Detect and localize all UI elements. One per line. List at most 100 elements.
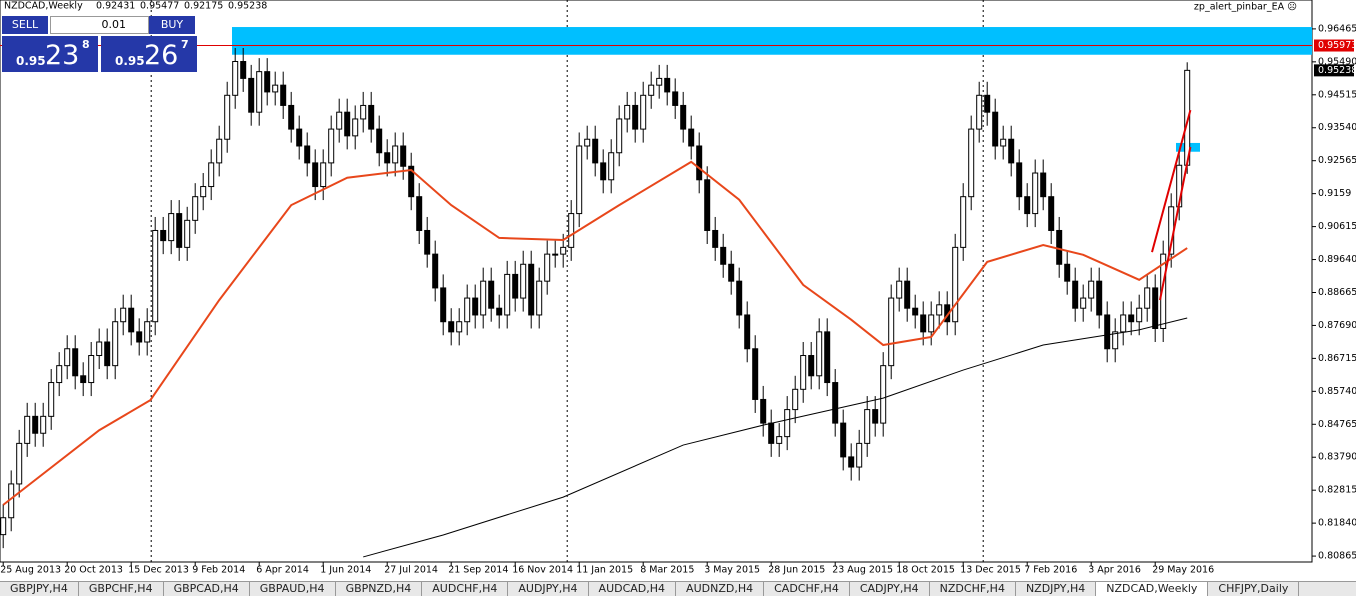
candle-body	[280, 84, 287, 106]
candle-body	[264, 71, 271, 93]
candle-body	[208, 162, 215, 188]
chart-tab[interactable]: CHFJPY,Daily	[1208, 582, 1300, 596]
candle-body	[64, 348, 71, 367]
chart-tab[interactable]: AUDNZD,H4	[676, 582, 765, 596]
candle-body	[392, 145, 399, 164]
chart-tab[interactable]: AUDCHF,H4	[422, 582, 509, 596]
candle-body	[120, 307, 127, 323]
candle-body	[920, 314, 927, 333]
candle-body	[632, 104, 639, 130]
x-tick-label: 9 Feb 2014	[192, 565, 245, 576]
candle-body	[584, 138, 591, 147]
candle-body	[144, 321, 151, 343]
sell-price[interactable]: 0.95 23 8	[2, 36, 98, 72]
chart-tab[interactable]: AUDCAD,H4	[589, 582, 677, 596]
candle-body	[840, 422, 847, 458]
plot-frame	[0, 0, 1313, 563]
x-tick-label: 1 Jun 2014	[320, 565, 371, 576]
candle-body	[256, 71, 263, 113]
candle-body	[784, 409, 791, 438]
y-tick-label: 0.80865	[1318, 551, 1356, 562]
candle-body	[808, 355, 815, 377]
candle-body	[608, 152, 615, 181]
candle-body	[168, 213, 175, 242]
alert-price-label: 0.95973	[1318, 40, 1356, 51]
alert-price-tag	[1314, 39, 1354, 52]
y-tick-label: 0.87690	[1318, 320, 1356, 331]
x-tick-label: 27 Jul 2014	[384, 565, 438, 576]
chart-tab[interactable]: NZDCHF,H4	[930, 582, 1016, 596]
candle-body	[0, 517, 7, 536]
chart-tab[interactable]: GBPCAD,H4	[164, 582, 250, 596]
candle-body	[616, 118, 623, 154]
chart-tab[interactable]: GBPNZD,H4	[336, 582, 423, 596]
price-prefix: 0.95	[16, 54, 46, 68]
candle-body	[592, 138, 599, 164]
candle-body	[160, 229, 167, 242]
candle-body	[888, 297, 895, 367]
candle-body	[1048, 196, 1055, 231]
candle-body	[672, 91, 679, 106]
candle-body	[56, 365, 63, 384]
candle-body	[408, 165, 415, 198]
buy-button[interactable]: BUY	[149, 16, 195, 34]
chart-tab[interactable]: GBPAUD,H4	[250, 582, 336, 596]
candle-body	[928, 314, 935, 333]
candle-body	[1088, 280, 1095, 299]
candle-body	[1112, 331, 1119, 350]
y-tick-label: 0.90615	[1318, 221, 1356, 232]
candle-body	[136, 331, 143, 343]
candle-body	[800, 355, 807, 390]
y-tick-label: 0.82815	[1318, 485, 1356, 496]
x-tick-label: 13 Dec 2015	[960, 565, 1021, 576]
candle-body	[24, 415, 31, 444]
x-tick-label: 18 Oct 2015	[896, 565, 955, 576]
zone	[232, 27, 1312, 55]
candle-body	[832, 382, 839, 424]
chart-tab[interactable]: NZDCAD,Weekly	[1096, 582, 1209, 596]
y-tick-label: 0.9159	[1318, 188, 1351, 199]
candle-body	[80, 375, 87, 384]
candle-body	[288, 104, 295, 130]
x-tick-label: 3 May 2015	[704, 565, 760, 576]
candle-body	[504, 273, 511, 316]
candle-body	[704, 179, 711, 231]
candle-body	[272, 84, 279, 93]
candle-body	[1152, 287, 1159, 329]
candle-body	[352, 118, 359, 137]
candle-body	[480, 280, 487, 316]
chart-tab[interactable]: CADCHF,H4	[764, 582, 850, 596]
candle-body	[456, 321, 463, 333]
candle-body	[336, 111, 343, 130]
candle-body	[816, 331, 823, 377]
candle-body	[856, 442, 863, 468]
candle-body	[152, 229, 159, 323]
candle-body	[248, 77, 255, 113]
candle-body	[384, 152, 391, 164]
candle-body	[184, 219, 191, 248]
buy-price[interactable]: 0.95 26 7	[101, 36, 197, 72]
candle-body	[744, 314, 751, 350]
candle-body	[1128, 314, 1135, 323]
chart-tab[interactable]: GBPJPY,H4	[0, 582, 79, 596]
candle-body	[1136, 307, 1143, 323]
candle-body	[216, 138, 223, 164]
candle-body	[536, 280, 543, 316]
candle-body	[648, 84, 655, 96]
candle-body	[792, 388, 799, 411]
chart-tab[interactable]: GBPCHF,H4	[79, 582, 164, 596]
candle-body	[1000, 138, 1007, 147]
chart-tab[interactable]: NZDJPY,H4	[1016, 582, 1097, 596]
candle-body	[1008, 138, 1015, 164]
sell-button[interactable]: SELL	[2, 16, 48, 34]
lot-input[interactable]: 0.01	[50, 16, 149, 34]
moving-average	[363, 317, 1188, 558]
candle-body	[360, 104, 367, 120]
candle-body	[1016, 162, 1023, 198]
candle-body	[328, 128, 335, 164]
candle-body	[400, 145, 407, 167]
tab-bar: GBPJPY,H4 GBPCHF,H4 GBPCAD,H4 GBPAUD,H4 GBPN…	[0, 581, 1356, 596]
chart-tab[interactable]: CADJPY,H4	[850, 582, 930, 596]
chart-tab[interactable]: AUDJPY,H4	[508, 582, 589, 596]
candle-body	[512, 273, 519, 299]
